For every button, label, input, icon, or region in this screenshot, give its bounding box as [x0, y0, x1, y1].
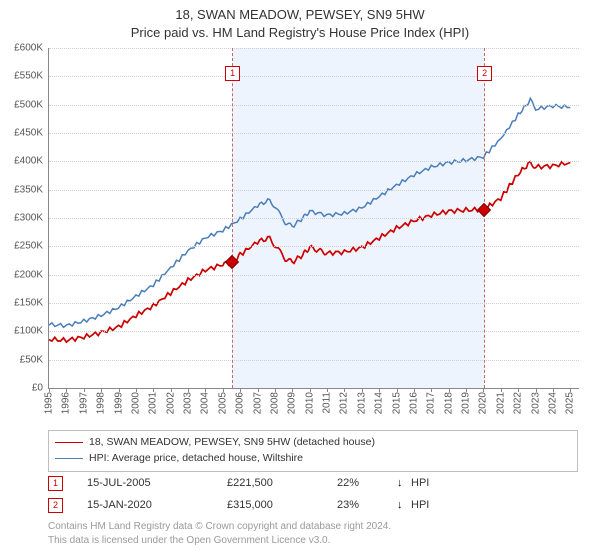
x-axis-label: 2015	[391, 392, 402, 414]
gridline-h	[49, 275, 579, 276]
x-axis-label: 1995	[44, 392, 55, 414]
tx-index-box: 1	[48, 476, 63, 491]
x-axis-label: 1996	[61, 392, 72, 414]
tx-date: 15-JUL-2005	[87, 477, 227, 489]
title-line-1: 18, SWAN MEADOW, PEWSEY, SN9 5HW	[0, 6, 600, 24]
x-axis-label: 2009	[287, 392, 298, 414]
sale-marker-vline	[484, 48, 485, 388]
x-axis-label: 1999	[113, 392, 124, 414]
gridline-h	[49, 133, 579, 134]
y-axis-label: £50K	[0, 354, 43, 365]
title-block: 18, SWAN MEADOW, PEWSEY, SN9 5HW Price p…	[0, 0, 600, 41]
x-axis-label: 2022	[513, 392, 524, 414]
gridline-h	[49, 360, 579, 361]
sale-callout-2: 2	[477, 66, 492, 81]
tx-pct: 23%	[337, 499, 397, 511]
y-axis-label: £150K	[0, 298, 43, 309]
x-axis-label: 2017	[426, 392, 437, 414]
x-axis-label: 2006	[235, 392, 246, 414]
tx-hpi-label: HPI	[411, 499, 429, 511]
legend-box: 18, SWAN MEADOW, PEWSEY, SN9 5HW (detach…	[48, 430, 578, 472]
x-axis-label: 2016	[408, 392, 419, 414]
chart-plot-area: £0£50K£100K£150K£200K£250K£300K£350K£400…	[48, 48, 579, 389]
gridline-h	[49, 190, 579, 191]
legend-row-1: 18, SWAN MEADOW, PEWSEY, SN9 5HW (detach…	[55, 435, 571, 451]
y-axis-label: £250K	[0, 241, 43, 252]
sale-callout-1: 1	[225, 66, 240, 81]
transactions-table: 1 15-JUL-2005£221,50022%↓HPI 2 15-JAN-2020£…	[48, 472, 578, 516]
y-axis-label: £200K	[0, 269, 43, 280]
y-axis-label: £400K	[0, 156, 43, 167]
legend-label-hpi: HPI: Average price, detached house, Wilt…	[89, 451, 303, 467]
x-axis-label: 2012	[339, 392, 350, 414]
y-axis-label: £550K	[0, 71, 43, 82]
footer-line-2: This data is licensed under the Open Gov…	[48, 534, 578, 548]
gridline-h	[49, 218, 579, 219]
x-axis-label: 2018	[443, 392, 454, 414]
x-axis-label: 2014	[374, 392, 385, 414]
x-axis-label: 2004	[200, 392, 211, 414]
down-arrow-icon: ↓	[397, 499, 411, 511]
transaction-row: 2 15-JAN-2020£315,00023%↓HPI	[48, 494, 578, 516]
tx-date: 15-JAN-2020	[87, 499, 227, 511]
tx-index-box: 2	[48, 498, 63, 513]
x-axis-label: 2013	[356, 392, 367, 414]
gridline-h	[49, 303, 579, 304]
y-axis-label: £100K	[0, 326, 43, 337]
legend-row-2: HPI: Average price, detached house, Wilt…	[55, 451, 571, 467]
x-axis-label: 2019	[461, 392, 472, 414]
y-axis-label: £500K	[0, 99, 43, 110]
x-axis-label: 2023	[530, 392, 541, 414]
x-axis-label: 2010	[304, 392, 315, 414]
x-axis-label: 2007	[252, 392, 263, 414]
gridline-h	[49, 161, 579, 162]
x-axis-label: 2011	[322, 392, 333, 414]
transaction-row: 1 15-JUL-2005£221,50022%↓HPI	[48, 472, 578, 494]
x-axis-label: 1997	[78, 392, 89, 414]
tx-pct: 22%	[337, 477, 397, 489]
gridline-h	[49, 331, 579, 332]
x-axis-label: 2021	[495, 392, 506, 414]
chart-container: 18, SWAN MEADOW, PEWSEY, SN9 5HW Price p…	[0, 0, 600, 560]
gridline-h	[49, 76, 579, 77]
x-axis-label: 2008	[269, 392, 280, 414]
title-line-2: Price paid vs. HM Land Registry's House …	[0, 24, 600, 42]
legend-label-price-paid: 18, SWAN MEADOW, PEWSEY, SN9 5HW (detach…	[89, 435, 375, 451]
gridline-h	[49, 105, 579, 106]
y-axis-label: £300K	[0, 213, 43, 224]
y-axis-label: £600K	[0, 43, 43, 54]
sale-marker-vline	[232, 48, 233, 388]
x-axis-label: 1998	[96, 392, 107, 414]
legend-swatch-hpi	[55, 458, 83, 459]
tx-hpi-label: HPI	[411, 477, 429, 489]
tx-price: £315,000	[227, 499, 337, 511]
x-axis-label: 2000	[130, 392, 141, 414]
x-axis-label: 2025	[565, 392, 576, 414]
gridline-h	[49, 48, 579, 49]
x-axis-label: 2024	[547, 392, 558, 414]
x-axis-label: 2001	[148, 392, 159, 414]
y-axis-label: £0	[0, 383, 43, 394]
gridline-h	[49, 246, 579, 247]
footer-attribution: Contains HM Land Registry data © Crown c…	[48, 520, 578, 547]
x-axis-label: 2005	[217, 392, 228, 414]
tx-price: £221,500	[227, 477, 337, 489]
footer-line-1: Contains HM Land Registry data © Crown c…	[48, 520, 578, 534]
y-axis-label: £350K	[0, 184, 43, 195]
x-axis-label: 2003	[183, 392, 194, 414]
y-axis-label: £450K	[0, 128, 43, 139]
x-axis-label: 2002	[165, 392, 176, 414]
x-axis-label: 2020	[478, 392, 489, 414]
down-arrow-icon: ↓	[397, 477, 411, 489]
legend-swatch-price-paid	[55, 442, 83, 443]
